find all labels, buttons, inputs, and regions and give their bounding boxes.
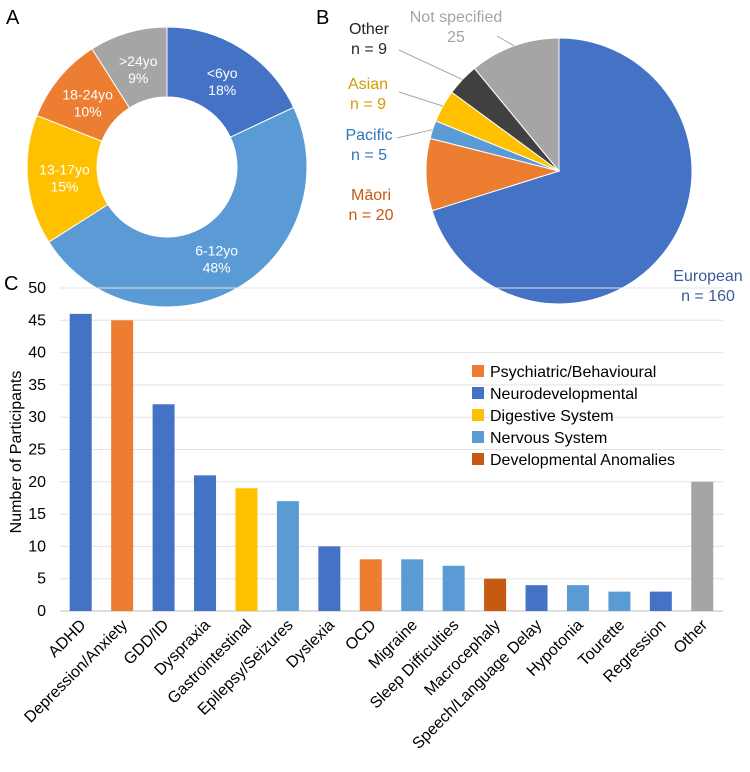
panel-label-b: B — [316, 7, 329, 29]
y-tick-label: 10 — [28, 538, 46, 555]
y-tick-label: 45 — [28, 312, 46, 329]
pie-label-other: Other — [349, 21, 390, 38]
legend-swatch-neurodevelopmental — [472, 387, 484, 399]
pie-value-m-ori: n = 20 — [349, 207, 394, 224]
bar-migraine — [401, 559, 424, 611]
y-tick-label: 40 — [28, 345, 46, 362]
donut-percent-18-24yo: 10% — [74, 103, 102, 119]
donut-label-6yo: <6yo — [207, 65, 238, 81]
pie-label-pacific: Pacific — [345, 127, 392, 144]
pie-value-not-specified: 25 — [447, 29, 465, 46]
y-axis-title: Number of Participants — [8, 371, 25, 534]
donut-label-24yo: >24yo — [119, 53, 158, 69]
y-tick-label: 30 — [28, 409, 46, 426]
donut-percent-24yo: 9% — [128, 70, 148, 86]
y-tick-label: 35 — [28, 377, 46, 394]
bar-epilepsy-seizures — [276, 501, 299, 611]
pie-label-not-specified: Not specified — [410, 9, 503, 26]
pie-leader-other — [398, 49, 463, 81]
bar-gastrointestinal — [235, 488, 258, 611]
bar-speech-language-delay — [525, 585, 548, 611]
donut-slice-24yo — [91, 26, 168, 109]
bar-gdd-id — [152, 404, 175, 611]
bar-adhd — [69, 313, 92, 611]
bar-depression-anxiety — [111, 320, 134, 611]
donut-label-13-17yo: 13-17yo — [39, 162, 90, 178]
y-tick-label: 50 — [28, 280, 46, 297]
pie-slice-not-specified — [473, 37, 560, 173]
pie-leader-pacific — [396, 129, 433, 139]
legend-swatch-psychiatric-behavioural — [472, 365, 484, 377]
pie-value-european: n = 160 — [681, 288, 735, 305]
donut-percent-13-17yo: 15% — [50, 179, 78, 195]
bar-ocd — [359, 559, 382, 611]
y-tick-label: 15 — [28, 506, 46, 523]
legend-label-neurodevelopmental: Neurodevelopmental — [490, 386, 638, 403]
y-tick-label: 5 — [37, 571, 46, 588]
pie-label-european: European — [673, 268, 742, 285]
bar-tourette — [608, 591, 631, 611]
bar-other — [691, 481, 714, 611]
bar-dyspraxia — [194, 475, 217, 611]
conditions-bar-chart: Number of Participants 0 5 10 15 20 25 30 35 40 4… — [8, 280, 723, 753]
legend-swatch-digestive-system — [472, 409, 484, 421]
legend-swatch-developmental-anomalies — [472, 453, 484, 465]
legend-swatch-nervous-system — [472, 431, 484, 443]
donut-slice-6yo — [166, 26, 295, 138]
bar-dyslexia — [318, 546, 341, 611]
bar-regression — [649, 591, 672, 611]
panel-label-a: A — [6, 7, 20, 29]
pie-value-asian: n = 9 — [350, 96, 386, 113]
panel-label-c: C — [4, 273, 18, 295]
pie-value-other: n = 9 — [351, 41, 387, 58]
y-tick-label: 25 — [28, 442, 46, 459]
pie-leader-not-specified — [496, 35, 515, 47]
donut-label-18-24yo: 18-24yo — [62, 86, 113, 102]
pie-leader-asian — [398, 91, 444, 107]
donut-percent-6yo: 18% — [208, 82, 236, 98]
pie-label-asian: Asian — [348, 76, 388, 93]
x-tick-label-ocd: OCD — [342, 617, 379, 654]
bar-macrocephaly — [484, 578, 507, 611]
pie-slice-european — [431, 37, 693, 305]
legend-label-psychiatric-behavioural: Psychiatric/Behavioural — [490, 364, 656, 381]
pie-value-pacific: n = 5 — [351, 147, 387, 164]
legend-label-nervous-system: Nervous System — [490, 430, 607, 447]
pie-label-m-ori: Māori — [351, 187, 391, 204]
donut-percent-6-12yo: 48% — [203, 259, 231, 275]
donut-slice-6-12yo — [48, 106, 308, 308]
y-tick-label: 20 — [28, 474, 46, 491]
x-tick-label-other: Other — [671, 616, 712, 657]
donut-label-6-12yo: 6-12yo — [195, 242, 238, 258]
ethnicity-pie-chart: European n = 160 Māori n = 20 Pacific n = 5 As… — [345, 9, 742, 305]
bar-sleep-difficulties — [442, 565, 465, 611]
bar-hypotonia — [566, 585, 589, 611]
y-tick-label: 0 — [37, 603, 46, 620]
legend-label-digestive-system: Digestive System — [490, 408, 614, 425]
legend-label-developmental-anomalies: Developmental Anomalies — [490, 452, 675, 469]
